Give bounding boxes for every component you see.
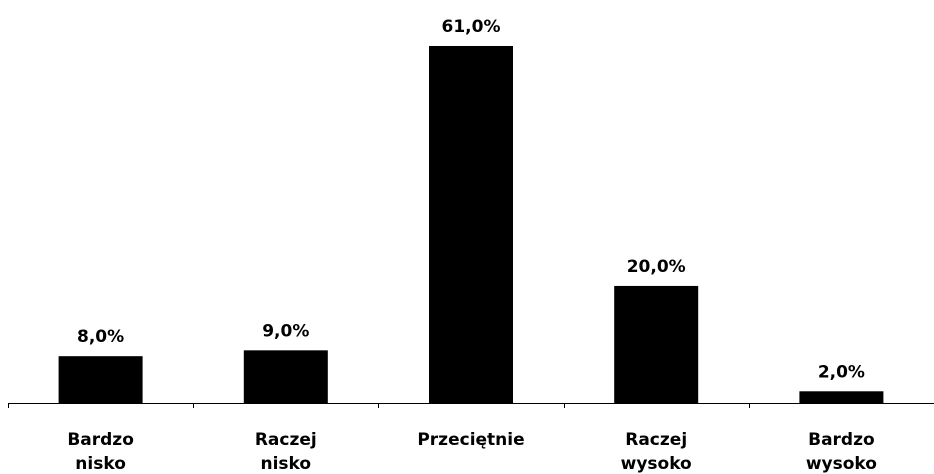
bar xyxy=(799,391,884,403)
bar xyxy=(243,350,328,403)
category-label: Raczej wysoko xyxy=(621,430,692,474)
category-label-line: Bardzo xyxy=(67,430,134,450)
bar-value-label: 61,0% xyxy=(442,17,501,37)
bar-value-label: 2,0% xyxy=(818,362,865,382)
category-label: Bardzo wysoko xyxy=(806,430,877,474)
bar-value-label: 9,0% xyxy=(262,321,309,341)
category-label: Bardzo nisko xyxy=(67,430,134,474)
bar-value-label: 8,0% xyxy=(77,327,124,347)
category-labels-group: Bardzo nisko Raczej nisko Przeciętnie Raczej w… xyxy=(67,430,877,474)
category-label-line: nisko xyxy=(75,454,126,474)
category-label-line: wysoko xyxy=(806,454,877,474)
bar xyxy=(429,46,513,403)
category-label-line: Raczej xyxy=(625,430,687,450)
category-label-line: Raczej xyxy=(255,430,317,450)
category-label: Przeciętnie xyxy=(417,430,524,450)
bar-value-label: 20,0% xyxy=(627,257,686,277)
bar xyxy=(614,285,699,403)
category-label-line: Przeciętnie xyxy=(417,430,524,450)
data-labels-group: 8,0% 9,0% 61,0% 20,0% 2,0% xyxy=(77,17,865,382)
category-label: Raczej nisko xyxy=(255,430,317,474)
bars-group xyxy=(58,46,884,403)
category-label-line: nisko xyxy=(261,454,312,474)
x-axis-ticks xyxy=(8,403,750,408)
bar xyxy=(58,356,143,403)
category-label-line: Bardzo xyxy=(808,430,875,450)
category-label-line: wysoko xyxy=(621,454,692,474)
